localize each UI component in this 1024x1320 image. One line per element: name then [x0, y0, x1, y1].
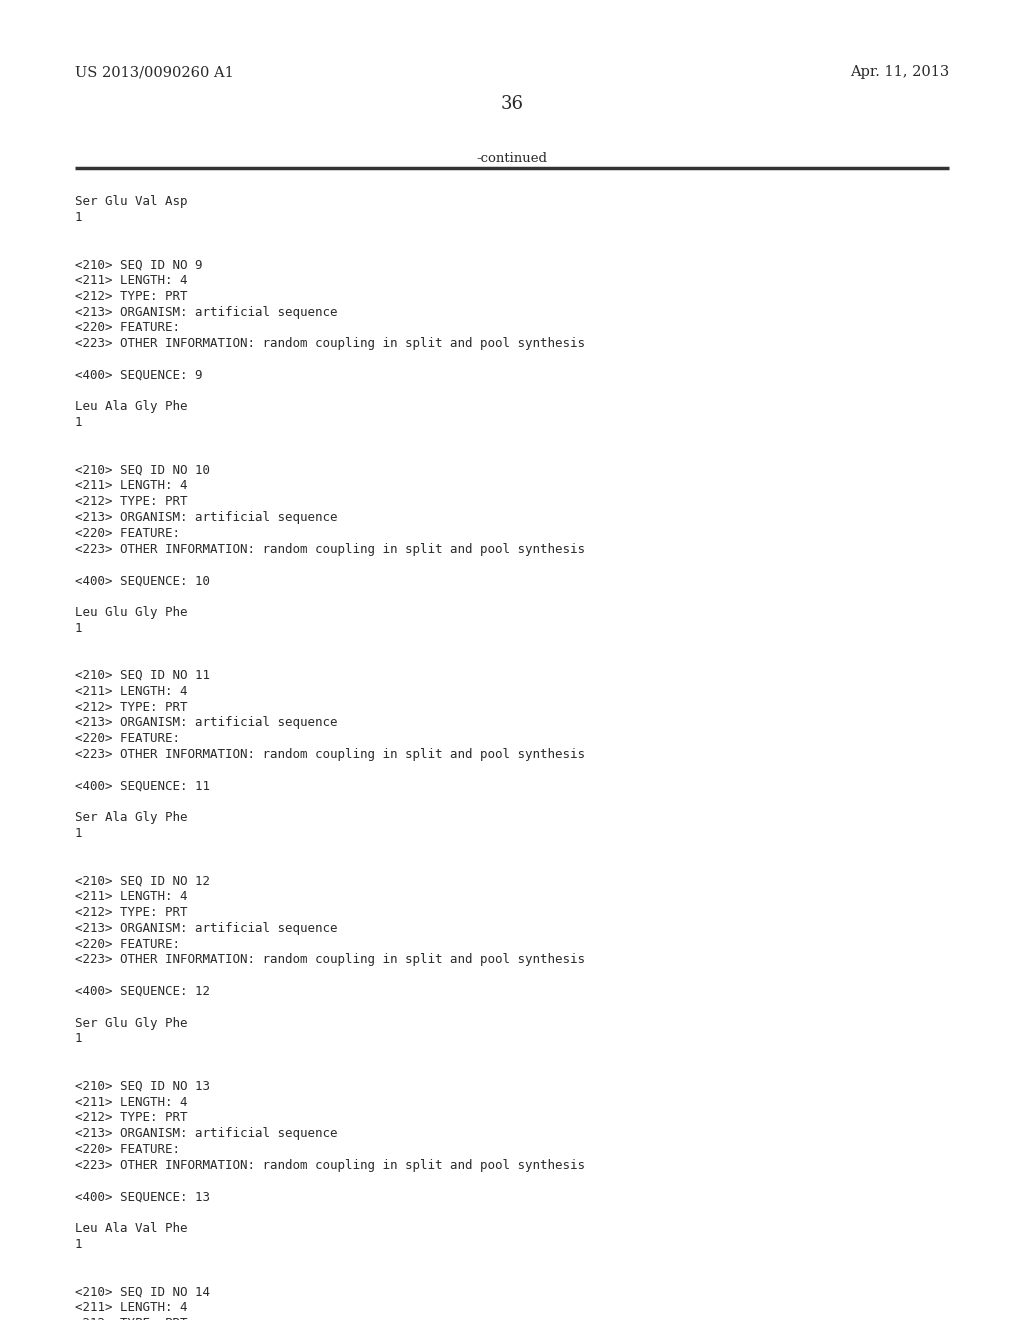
Text: <213> ORGANISM: artificial sequence: <213> ORGANISM: artificial sequence	[75, 921, 338, 935]
Text: <223> OTHER INFORMATION: random coupling in split and pool synthesis: <223> OTHER INFORMATION: random coupling…	[75, 1159, 585, 1172]
Text: Apr. 11, 2013: Apr. 11, 2013	[850, 65, 949, 79]
Text: <211> LENGTH: 4: <211> LENGTH: 4	[75, 890, 187, 903]
Text: Leu Glu Gly Phe: Leu Glu Gly Phe	[75, 606, 187, 619]
Text: <212> TYPE: PRT: <212> TYPE: PRT	[75, 906, 187, 919]
Text: <212> TYPE: PRT: <212> TYPE: PRT	[75, 495, 187, 508]
Text: <220> FEATURE:: <220> FEATURE:	[75, 527, 180, 540]
Text: <210> SEQ ID NO 14: <210> SEQ ID NO 14	[75, 1286, 210, 1298]
Text: 1: 1	[75, 1032, 83, 1045]
Text: Ser Glu Val Asp: Ser Glu Val Asp	[75, 195, 187, 209]
Text: <400> SEQUENCE: 11: <400> SEQUENCE: 11	[75, 780, 210, 792]
Text: <212> TYPE: PRT: <212> TYPE: PRT	[75, 701, 187, 714]
Text: <212> TYPE: PRT: <212> TYPE: PRT	[75, 1111, 187, 1125]
Text: <220> FEATURE:: <220> FEATURE:	[75, 321, 180, 334]
Text: 1: 1	[75, 828, 83, 840]
Text: <213> ORGANISM: artificial sequence: <213> ORGANISM: artificial sequence	[75, 511, 338, 524]
Text: <211> LENGTH: 4: <211> LENGTH: 4	[75, 479, 187, 492]
Text: Ser Glu Gly Phe: Ser Glu Gly Phe	[75, 1016, 187, 1030]
Text: Leu Ala Gly Phe: Leu Ala Gly Phe	[75, 400, 187, 413]
Text: <400> SEQUENCE: 13: <400> SEQUENCE: 13	[75, 1191, 210, 1204]
Text: <400> SEQUENCE: 10: <400> SEQUENCE: 10	[75, 574, 210, 587]
Text: <210> SEQ ID NO 9: <210> SEQ ID NO 9	[75, 259, 203, 271]
Text: <213> ORGANISM: artificial sequence: <213> ORGANISM: artificial sequence	[75, 306, 338, 318]
Text: <211> LENGTH: 4: <211> LENGTH: 4	[75, 1096, 187, 1109]
Text: <223> OTHER INFORMATION: random coupling in split and pool synthesis: <223> OTHER INFORMATION: random coupling…	[75, 337, 585, 350]
Text: 1: 1	[75, 1238, 83, 1251]
Text: <223> OTHER INFORMATION: random coupling in split and pool synthesis: <223> OTHER INFORMATION: random coupling…	[75, 953, 585, 966]
Text: <210> SEQ ID NO 13: <210> SEQ ID NO 13	[75, 1080, 210, 1093]
Text: <220> FEATURE:: <220> FEATURE:	[75, 1143, 180, 1156]
Text: <220> FEATURE:: <220> FEATURE:	[75, 733, 180, 746]
Text: <400> SEQUENCE: 12: <400> SEQUENCE: 12	[75, 985, 210, 998]
Text: <212> TYPE: PRT: <212> TYPE: PRT	[75, 1317, 187, 1320]
Text: <212> TYPE: PRT: <212> TYPE: PRT	[75, 290, 187, 302]
Text: <211> LENGTH: 4: <211> LENGTH: 4	[75, 275, 187, 286]
Text: Leu Ala Val Phe: Leu Ala Val Phe	[75, 1222, 187, 1236]
Text: <213> ORGANISM: artificial sequence: <213> ORGANISM: artificial sequence	[75, 717, 338, 730]
Text: <400> SEQUENCE: 9: <400> SEQUENCE: 9	[75, 368, 203, 381]
Text: <211> LENGTH: 4: <211> LENGTH: 4	[75, 1302, 187, 1313]
Text: <220> FEATURE:: <220> FEATURE:	[75, 937, 180, 950]
Text: <223> OTHER INFORMATION: random coupling in split and pool synthesis: <223> OTHER INFORMATION: random coupling…	[75, 748, 585, 762]
Text: <211> LENGTH: 4: <211> LENGTH: 4	[75, 685, 187, 698]
Text: <213> ORGANISM: artificial sequence: <213> ORGANISM: artificial sequence	[75, 1127, 338, 1140]
Text: US 2013/0090260 A1: US 2013/0090260 A1	[75, 65, 233, 79]
Text: Ser Ala Gly Phe: Ser Ala Gly Phe	[75, 812, 187, 824]
Text: 36: 36	[501, 95, 523, 114]
Text: <223> OTHER INFORMATION: random coupling in split and pool synthesis: <223> OTHER INFORMATION: random coupling…	[75, 543, 585, 556]
Text: <210> SEQ ID NO 11: <210> SEQ ID NO 11	[75, 669, 210, 682]
Text: <210> SEQ ID NO 10: <210> SEQ ID NO 10	[75, 463, 210, 477]
Text: 1: 1	[75, 416, 83, 429]
Text: 1: 1	[75, 622, 83, 635]
Text: -continued: -continued	[476, 152, 548, 165]
Text: 1: 1	[75, 211, 83, 224]
Text: <210> SEQ ID NO 12: <210> SEQ ID NO 12	[75, 874, 210, 887]
